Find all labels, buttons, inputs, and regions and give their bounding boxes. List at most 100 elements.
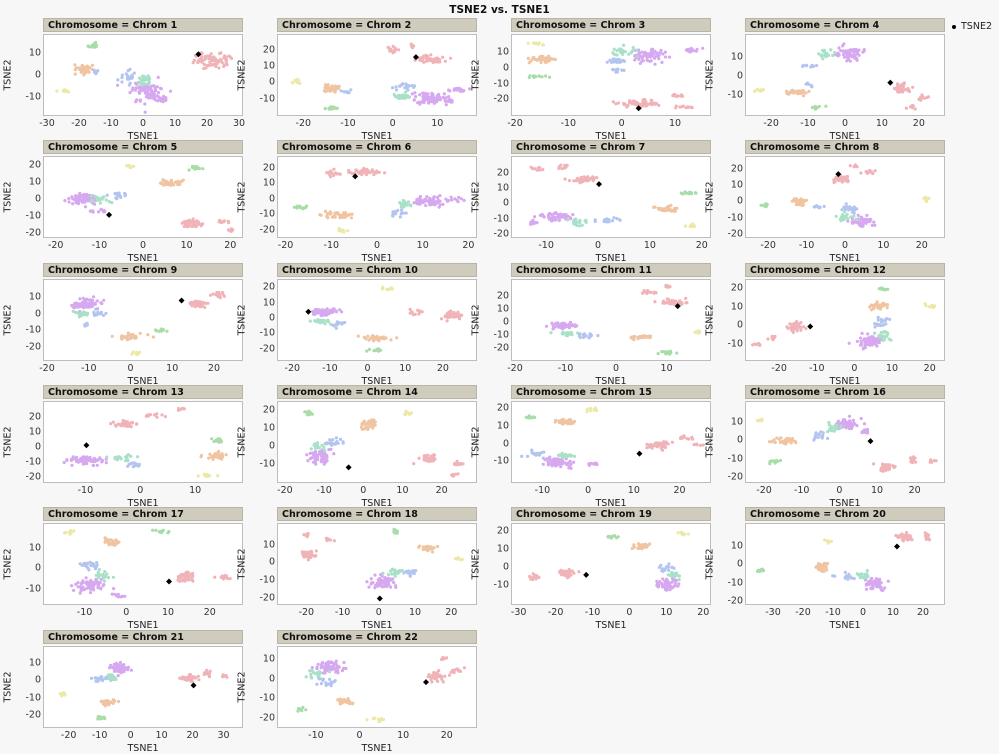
y-tick-label: 20 xyxy=(29,160,41,171)
facet-header: Chromosome = Chrom 14 xyxy=(277,385,477,399)
highlight-marker-icon xyxy=(636,450,642,456)
y-tick-label: 10 xyxy=(263,178,275,189)
scatter-plot-area[interactable] xyxy=(277,401,477,483)
y-axis-label: TSNE2 xyxy=(704,156,716,238)
highlight-marker-icon xyxy=(377,596,383,602)
x-tick-label: 10 xyxy=(181,240,193,251)
x-tick-label: 20 xyxy=(917,607,929,618)
scatter-plot-area[interactable] xyxy=(43,523,243,605)
scatter-plot-area[interactable] xyxy=(511,156,711,238)
y-tick-label: -20 xyxy=(727,472,743,483)
y-tick-label: 10 xyxy=(263,297,275,308)
scatter-plot-area[interactable] xyxy=(43,401,243,483)
facet-header: Chromosome = Chrom 9 xyxy=(43,263,243,277)
facet-header: Chromosome = Chrom 10 xyxy=(277,263,477,277)
scatter-plot-area[interactable] xyxy=(277,156,477,238)
facet-header: Chromosome = Chrom 19 xyxy=(511,507,711,521)
x-tick-label: -20 xyxy=(277,485,293,496)
facet-header: Chromosome = Chrom 3 xyxy=(511,18,711,32)
y-tick-label: 10 xyxy=(263,60,275,71)
scatter-plot-area[interactable] xyxy=(277,279,477,361)
scatter-plot-area[interactable] xyxy=(43,156,243,238)
y-tick-label: 0 xyxy=(35,442,41,453)
scatter-plot-area[interactable] xyxy=(745,401,945,483)
x-tick-label: -20 xyxy=(296,118,312,129)
scatter-plot-area[interactable] xyxy=(511,34,711,116)
x-tick-label: 20 xyxy=(913,118,925,129)
facet-header: Chromosome = Chrom 17 xyxy=(43,507,243,521)
x-tick-label: 10 xyxy=(162,607,174,618)
x-tick-label: 0 xyxy=(376,607,382,618)
scatter-plot-area[interactable] xyxy=(745,156,945,238)
x-tick-label: 0 xyxy=(595,240,601,251)
y-tick-label: 0 xyxy=(269,193,275,204)
highlight-marker-icon xyxy=(166,579,172,585)
legend-marker-icon xyxy=(952,25,956,29)
x-tick-label: 20 xyxy=(437,363,449,374)
x-tick-label: 0 xyxy=(619,118,625,129)
scatter-plot-area[interactable] xyxy=(43,646,243,728)
scatter-plot-area[interactable] xyxy=(277,646,477,728)
x-tick-label: 0 xyxy=(374,240,380,251)
y-axis-label: TSNE2 xyxy=(470,523,482,605)
facet-header: Chromosome = Chrom 11 xyxy=(511,263,711,277)
x-tick-label: -10 xyxy=(316,485,332,496)
x-tick-label: -10 xyxy=(324,240,340,251)
x-tick-label: 0 xyxy=(626,607,632,618)
x-tick-label: -20 xyxy=(760,240,776,251)
highlight-marker-icon xyxy=(346,464,352,470)
scatter-plot-area[interactable] xyxy=(745,34,945,116)
x-tick-label: -10 xyxy=(538,240,554,251)
y-tick-label: 10 xyxy=(497,303,509,314)
y-tick-label: 10 xyxy=(731,51,743,62)
y-tick-label: 20 xyxy=(29,411,41,422)
y-tick-label: 0 xyxy=(35,193,41,204)
scatter-plot-area[interactable] xyxy=(745,279,945,361)
y-tick-label: -20 xyxy=(493,94,509,105)
scatter-plot-area[interactable] xyxy=(511,279,711,361)
y-axis-label: TSNE2 xyxy=(2,401,14,483)
scatter-plot-area[interactable] xyxy=(511,523,711,605)
facet-header: Chromosome = Chrom 16 xyxy=(745,385,945,399)
y-tick-label: 10 xyxy=(731,179,743,190)
scatter-plot-area[interactable] xyxy=(43,34,243,116)
y-tick-label: -20 xyxy=(25,341,41,352)
x-tick-label: 0 xyxy=(127,363,133,374)
x-tick-label: 0 xyxy=(357,730,363,741)
y-tick-label: -10 xyxy=(259,93,275,104)
highlight-marker-icon xyxy=(179,297,185,303)
y-tick-label: 20 xyxy=(497,167,509,178)
highlight-marker-icon xyxy=(305,308,311,314)
y-tick-label: 0 xyxy=(737,435,743,446)
x-tick-label: 10 xyxy=(189,485,201,496)
y-axis-label: TSNE2 xyxy=(704,401,716,483)
y-tick-label: 0 xyxy=(35,70,41,81)
y-tick-label: -10 xyxy=(493,78,509,89)
scatter-plot-area[interactable] xyxy=(43,279,243,361)
y-tick-label: -10 xyxy=(493,579,509,590)
scatter-plot-area[interactable] xyxy=(745,523,945,605)
scatter-plot-area[interactable] xyxy=(277,523,477,605)
y-tick-label: -20 xyxy=(493,342,509,353)
scatter-plot-area[interactable] xyxy=(277,34,477,116)
scatter-plot-area[interactable] xyxy=(511,401,711,483)
y-tick-label: -20 xyxy=(25,472,41,483)
y-tick-label: -10 xyxy=(727,453,743,464)
highlight-marker-icon xyxy=(583,572,589,578)
x-axis-label: TSNE1 xyxy=(745,620,945,631)
y-tick-label: 10 xyxy=(497,543,509,554)
